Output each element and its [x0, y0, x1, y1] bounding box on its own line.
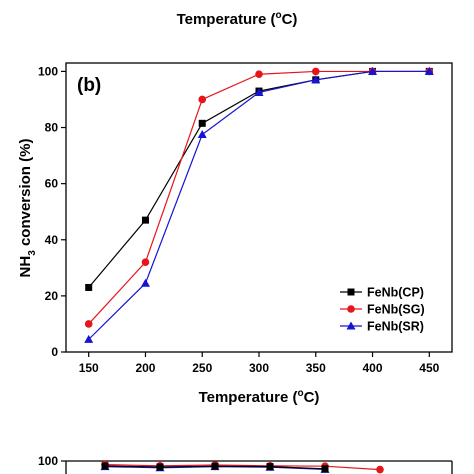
y-axis-label-rest: conversion (%): [17, 139, 34, 251]
data-point: [266, 463, 274, 471]
top-caption: Temperature (oC): [177, 10, 298, 28]
top-caption-unit: C): [282, 11, 298, 28]
data-point: [101, 462, 109, 470]
y-axis-label-subscript: 3: [27, 250, 38, 256]
x-tick-label: 200: [135, 361, 155, 375]
data-point: [424, 66, 434, 75]
legend: FeNb(CP) FeNb(SG) FeNb(SR): [340, 286, 425, 334]
legend-label: FeNb(SR): [367, 320, 424, 334]
x-axis-label-text: Temperature (: [199, 389, 298, 406]
x-axis-ticks: 150 200 250 300 350 400 450: [79, 352, 440, 375]
data-point: [84, 320, 93, 328]
chart-panel-b: (b) NH3 conversion (%) Temperature (oC) …: [17, 62, 453, 406]
x-tick-label: 250: [192, 361, 212, 375]
chart-panel-c-partial: 100: [38, 454, 453, 474]
data-point: [84, 334, 94, 343]
series-group-partial: [100, 460, 384, 474]
legend-label: FeNb(SG): [367, 303, 425, 317]
data-point: [85, 283, 93, 291]
legend-label: FeNb(CP): [367, 286, 424, 300]
data-point: [141, 216, 149, 224]
x-tick-label: 400: [363, 361, 383, 375]
data-point: [254, 87, 264, 96]
x-tick-label: 450: [419, 361, 439, 375]
y-axis-label: NH3 conversion (%): [17, 139, 38, 278]
data-point: [141, 258, 150, 267]
x-tick-label: 300: [249, 361, 269, 375]
y-tick-label: 100: [38, 64, 58, 78]
data-point: [140, 278, 150, 287]
y-tick-label: 0: [51, 345, 58, 359]
partial-series-line-0: [104, 464, 381, 471]
data-point: [198, 95, 207, 104]
x-axis-label: Temperature (oC): [199, 388, 320, 406]
x-axis-label-unit: C): [304, 389, 320, 406]
data-point: [311, 67, 320, 76]
series-group: [84, 66, 434, 343]
x-axis-label-degree: o: [297, 388, 303, 399]
data-point: [156, 463, 164, 471]
y-tick-label: 40: [45, 233, 59, 247]
x-tick-label: 350: [306, 361, 326, 375]
y-tick-label: 100: [38, 454, 58, 468]
data-point: [321, 465, 329, 473]
data-point: [376, 465, 384, 474]
top-caption-text: Temperature (: [177, 11, 276, 28]
data-point: [311, 75, 321, 84]
y-axis-ticks-partial: 100: [38, 454, 66, 468]
data-point: [198, 119, 206, 127]
y-tick-label: 20: [45, 289, 59, 303]
series-line-0: [88, 70, 430, 288]
data-point: [368, 66, 378, 75]
data-point: [211, 462, 219, 470]
legend-marker: [347, 305, 355, 313]
y-tick-label: 60: [45, 177, 59, 191]
data-point: [255, 70, 263, 79]
legend-marker: [347, 288, 355, 296]
x-tick-label: 150: [79, 361, 99, 375]
panel-label: (b): [77, 75, 101, 96]
data-point: [197, 130, 207, 139]
top-caption-degree: o: [275, 10, 281, 21]
y-axis-ticks: 0 20 40 60 80 100: [38, 64, 66, 359]
legend-marker: [346, 321, 356, 330]
svg-text:NH3 conversion (%): NH3 conversion (%): [17, 139, 38, 278]
y-axis-label-text: NH: [17, 256, 34, 278]
y-tick-label: 80: [45, 121, 59, 135]
